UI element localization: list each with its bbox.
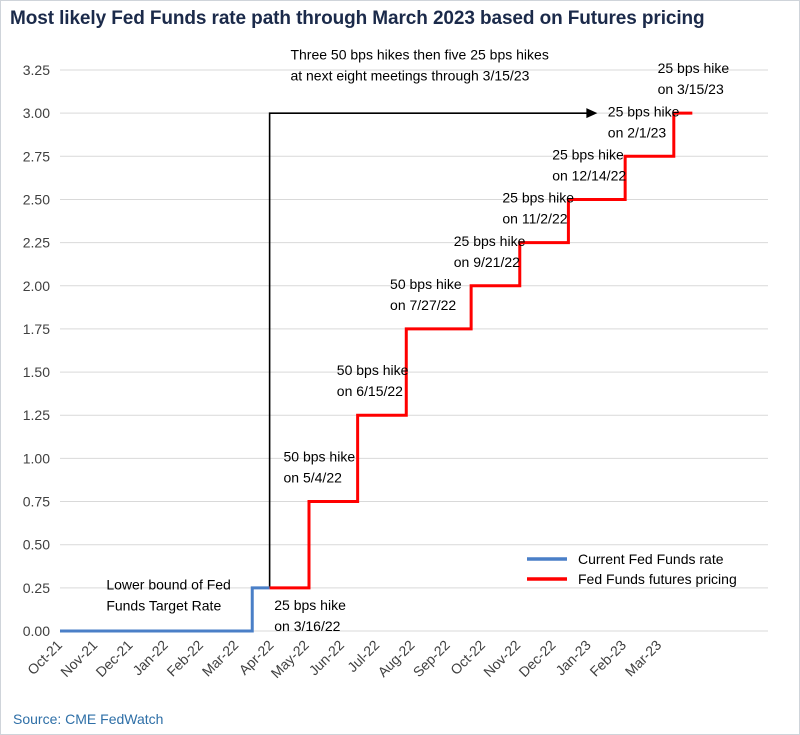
annotation: 25 bps hike on 9/21/22 — [454, 233, 526, 270]
annotation-line: 25 bps hike — [658, 60, 730, 76]
y-tick-label: 1.75 — [23, 321, 50, 337]
y-tick-label: 1.50 — [23, 364, 50, 380]
series-lines — [60, 111, 693, 633]
x-tick-label: Dec-21 — [92, 637, 135, 680]
series-futures-pricing — [269, 111, 693, 590]
x-tick-label: Nov-21 — [57, 637, 100, 680]
y-tick-label: 2.00 — [23, 278, 50, 294]
annotation-line: 25 bps hike — [502, 190, 574, 206]
annotation: 50 bps hike on 5/4/22 — [284, 449, 356, 486]
source-note: Source: CME FedWatch — [13, 711, 164, 727]
bracket-line — [268, 112, 590, 588]
y-axis-ticks: 0.00 0.25 0.50 0.75 1.00 1.25 1.50 1.75 2.00 2.25… — [23, 62, 50, 639]
annotation-line: at next eight meetings through 3/15/23 — [290, 67, 529, 83]
annotation-line: on 3/16/22 — [274, 618, 340, 634]
y-tick-label: 2.50 — [23, 191, 50, 207]
annotation-line: Funds Target Rate — [106, 597, 221, 613]
x-axis-ticks: Oct-21Nov-21Dec-21Jan-22Feb-22Mar-22Apr-… — [24, 637, 664, 681]
gridlines — [60, 69, 768, 632]
x-tick-label: Aug-22 — [374, 637, 417, 680]
legend-label: Current Fed Funds rate — [578, 551, 724, 567]
annotation-line: 25 bps hike — [552, 146, 624, 162]
y-tick-label: 0.00 — [23, 623, 50, 639]
x-tick-label: Dec-22 — [515, 637, 558, 680]
annotation-line: on 9/21/22 — [454, 254, 520, 270]
annotation-line: on 11/2/22 — [502, 211, 567, 227]
annotation: Three 50 bps hikes then five 25 bps hike… — [290, 46, 548, 83]
annotation-line: on 7/27/22 — [390, 297, 456, 313]
y-tick-label: 0.75 — [23, 494, 50, 510]
annotation-line: on 12/14/22 — [552, 167, 626, 183]
y-tick-label: 1.00 — [23, 450, 50, 466]
chart-title: Most likely Fed Funds rate path through … — [10, 8, 705, 29]
annotation-line: on 5/4/22 — [284, 470, 343, 486]
annotation-line: 25 bps hike — [608, 103, 680, 119]
arrow-head — [586, 108, 598, 119]
x-tick-label: Feb-23 — [586, 637, 629, 680]
legend: Current Fed Funds rate Fed Funds futures … — [527, 551, 737, 587]
y-tick-label: 0.50 — [23, 537, 50, 553]
annotation-line: Lower bound of Fed — [106, 576, 231, 592]
annotation: 25 bps hike on 3/16/22 — [274, 597, 346, 634]
annotation-line: on 6/15/22 — [337, 383, 403, 399]
annotation: 50 bps hike on 7/27/22 — [390, 276, 462, 313]
annotation-line: 50 bps hike — [390, 276, 462, 292]
x-tick-label: Mar-23 — [622, 637, 665, 680]
legend-label: Fed Funds futures pricing — [578, 571, 737, 587]
bracket-arrow — [268, 108, 598, 588]
y-tick-label: 2.75 — [23, 148, 50, 164]
annotation: 25 bps hike on 2/1/23 — [608, 103, 680, 140]
annotation-line: 50 bps hike — [337, 362, 409, 378]
annotation: 25 bps hike on 12/14/22 — [552, 146, 626, 183]
y-tick-label: 2.25 — [23, 235, 50, 251]
annotation-line: 25 bps hike — [454, 233, 526, 249]
x-tick-label: Jan-22 — [129, 637, 171, 679]
annotation-line: on 3/15/23 — [658, 81, 724, 97]
y-tick-label: 1.25 — [23, 407, 50, 423]
annotations: Lower bound of Fed Funds Target Rate 25 bp… — [106, 46, 729, 634]
annotation: 25 bps hike on 11/2/22 — [502, 190, 574, 227]
x-tick-label: Jan-23 — [552, 637, 594, 679]
x-tick-label: Sep-22 — [410, 637, 453, 680]
series-current-rate — [60, 586, 270, 633]
x-tick-label: Nov-22 — [480, 637, 523, 680]
x-tick-label: May-22 — [268, 637, 312, 681]
y-tick-label: 0.25 — [23, 580, 50, 596]
x-tick-label: Feb-22 — [163, 637, 206, 680]
annotation-line: 25 bps hike — [274, 597, 346, 613]
annotation: Lower bound of Fed Funds Target Rate — [106, 576, 231, 613]
annotation: 50 bps hike on 6/15/22 — [337, 362, 409, 399]
annotation-line: 50 bps hike — [284, 449, 356, 465]
y-tick-label: 3.25 — [23, 62, 50, 78]
annotation-line: on 2/1/23 — [608, 124, 667, 140]
annotation-line: Three 50 bps hikes then five 25 bps hike… — [290, 46, 548, 62]
annotation: 25 bps hike on 3/15/23 — [658, 60, 730, 97]
x-tick-label: Jun-22 — [306, 637, 348, 679]
y-tick-label: 3.00 — [23, 105, 50, 121]
x-tick-label: Mar-22 — [199, 637, 242, 680]
